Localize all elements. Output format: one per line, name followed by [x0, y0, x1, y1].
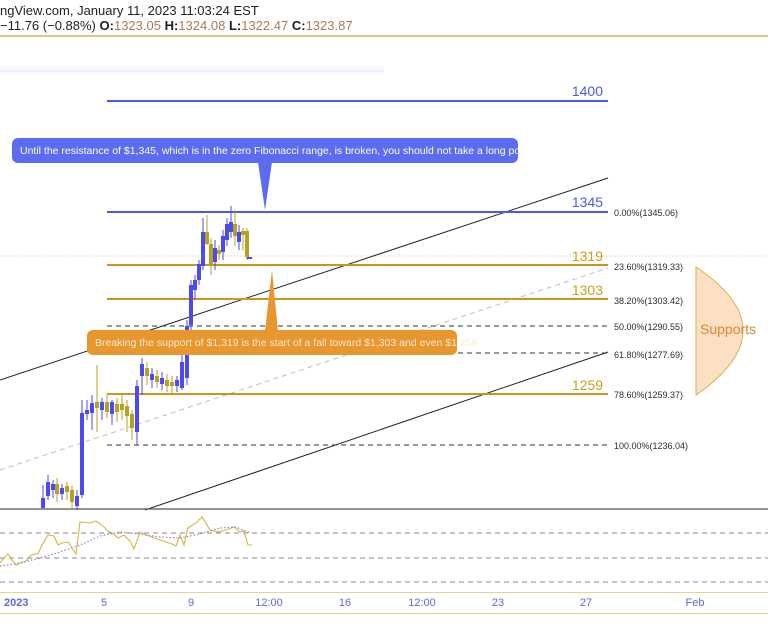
xtick-1200-b: 12:00 [408, 597, 436, 609]
source-timestamp: ngView.com, January 11, 2023 11:03:24 ES… [0, 3, 259, 18]
fib-382-label: 38.20%(1303.42) [614, 296, 684, 306]
header-divider [0, 35, 768, 37]
xtick-1200-a: 12:00 [255, 597, 283, 609]
support-pointer [265, 270, 278, 331]
close-value: 1323.87 [305, 18, 353, 33]
xtick-23: 23 [491, 597, 505, 609]
xtick-16: 16 [338, 597, 352, 609]
fib-100-label: 100.00%(1236.04) [614, 441, 689, 451]
high-value: 1324.08 [178, 18, 226, 33]
low-label: L: [228, 18, 242, 33]
open-value: 1323.05 [113, 18, 161, 33]
xtick-5: 5 [100, 597, 108, 609]
channel-lower-line[interactable] [144, 351, 609, 511]
price-change: −11.76 (−0.88%) [0, 18, 96, 33]
low-value: 1322.47 [241, 18, 289, 33]
ohlc-line: −11.76 (−0.88%) O:1323.05 H:1324.08 L:13… [0, 18, 353, 33]
xtick-27: 27 [579, 597, 593, 609]
oscillator-line [0, 516, 252, 566]
candlesticks [41, 206, 252, 510]
supports-zone [695, 266, 744, 396]
support-callout[interactable]: Breaking the support of $1,319 is the st… [87, 330, 477, 355]
ghost-band [0, 70, 384, 72]
fib-50-label: 50.00%(1290.55) [614, 322, 684, 332]
level-1259-label: 1259 [571, 377, 603, 393]
fib-786-label: 78.60%(1259.37) [614, 390, 684, 400]
resistance-callout[interactable]: Until the resistance of $1,345, which is… [12, 138, 545, 163]
fib-236-label: 23.60%(1319.33) [614, 262, 684, 272]
level-1319-label: 1319 [571, 248, 603, 264]
level-1345-label: 1345 [571, 194, 603, 210]
xtick-feb: Feb [685, 597, 705, 609]
time-axis[interactable]: 2023 5 9 12:00 16 12:00 23 27 Feb [0, 592, 768, 614]
supports-label: Supports [700, 321, 757, 337]
fib-0-label: 0.00%(1345.06) [614, 208, 679, 218]
xtick-2023: 2023 [4, 597, 29, 609]
resistance-pointer [258, 162, 272, 210]
open-label: O: [99, 18, 114, 33]
level-1400-label: 1400 [571, 83, 603, 99]
chart-header: ngView.com, January 11, 2023 11:03:24 ES… [0, 0, 768, 36]
high-label: H: [164, 18, 179, 33]
xtick-9: 9 [187, 597, 195, 609]
close-label: C: [291, 18, 306, 33]
fib-618-label: 61.80%(1277.69) [614, 350, 684, 360]
level-1303-label: 1303 [571, 282, 603, 298]
channel-mid-line[interactable] [0, 267, 609, 471]
